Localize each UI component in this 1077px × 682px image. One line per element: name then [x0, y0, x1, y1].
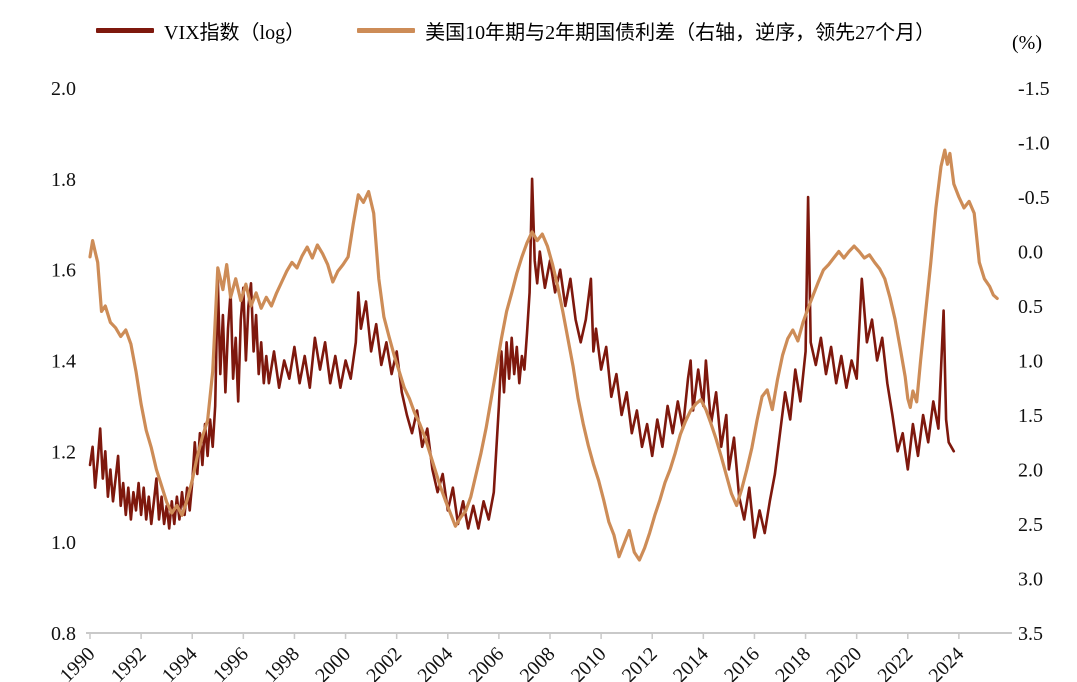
right-axis-tick-label: 2.0 [1018, 460, 1043, 482]
x-tick-label: 2020 [822, 643, 866, 682]
right-axis-tick-label: -0.5 [1018, 187, 1050, 209]
x-tick-label: 2008 [516, 643, 560, 682]
legend-label-spread: 美国10年期与2年期国债利差（右轴，逆序，领先27个月） [425, 22, 936, 44]
legend-label-vix: VIX指数（log） [164, 22, 306, 44]
x-tick-label: 2024 [925, 643, 969, 682]
legend-item-spread: 美国10年期与2年期国债利差（右轴，逆序，领先27个月） [357, 16, 935, 45]
left-axis-tick-label: 1.6 [51, 260, 76, 282]
vix-line-swatch-icon [96, 28, 154, 33]
x-tick-label: 2002 [362, 643, 406, 682]
right-axis-tick-label: 1.5 [1018, 405, 1043, 427]
x-tick-label: 2018 [771, 643, 815, 682]
x-tick-label: 2006 [465, 643, 509, 682]
left-axis-tick-label: 2.0 [51, 78, 76, 100]
x-tick-label: 2000 [311, 643, 355, 682]
left-axis-tick-label: 1.4 [51, 351, 76, 373]
right-axis-tick-label: 3.5 [1018, 623, 1043, 645]
spread-line-swatch-icon [357, 28, 416, 33]
x-tick-label: 2016 [720, 643, 764, 682]
left-axis-tick-label: 0.8 [51, 623, 76, 645]
x-tick-label: 2022 [873, 643, 917, 682]
x-tick-label: 1990 [56, 643, 100, 682]
chart-legend: VIX指数（log） 美国10年期与2年期国债利差（右轴，逆序，领先27个月） [96, 16, 935, 45]
x-tick-label: 2014 [669, 643, 713, 682]
left-axis-tick-label: 1.8 [51, 169, 76, 191]
right-axis-unit-label: (%) [1012, 32, 1042, 54]
right-axis-tick-label: 3.0 [1018, 569, 1043, 591]
legend-item-vix: VIX指数（log） [96, 16, 305, 45]
right-axis-tick-label: 0.5 [1018, 296, 1043, 318]
right-axis-tick-label: -1.5 [1018, 78, 1050, 100]
left-axis-tick-label: 1.2 [51, 441, 76, 463]
x-tick-label: 1994 [158, 643, 202, 682]
right-axis-tick-label: 1.0 [1018, 351, 1043, 373]
right-axis-tick-label: -1.0 [1018, 133, 1050, 155]
x-tick-label: 1996 [209, 643, 253, 682]
x-tick-label: 2004 [413, 643, 457, 682]
x-tick-label: 1992 [107, 643, 151, 682]
right-axis-tick-label: 0.0 [1018, 242, 1043, 264]
left-axis-tick-label: 1.0 [51, 532, 76, 554]
right-axis-tick-label: 2.5 [1018, 514, 1043, 536]
x-tick-label: 2010 [567, 643, 611, 682]
spread-line-series [88, 148, 999, 562]
x-tick-label: 2012 [618, 643, 662, 682]
x-tick-label: 1998 [260, 643, 304, 682]
vix-line-series [88, 177, 956, 539]
